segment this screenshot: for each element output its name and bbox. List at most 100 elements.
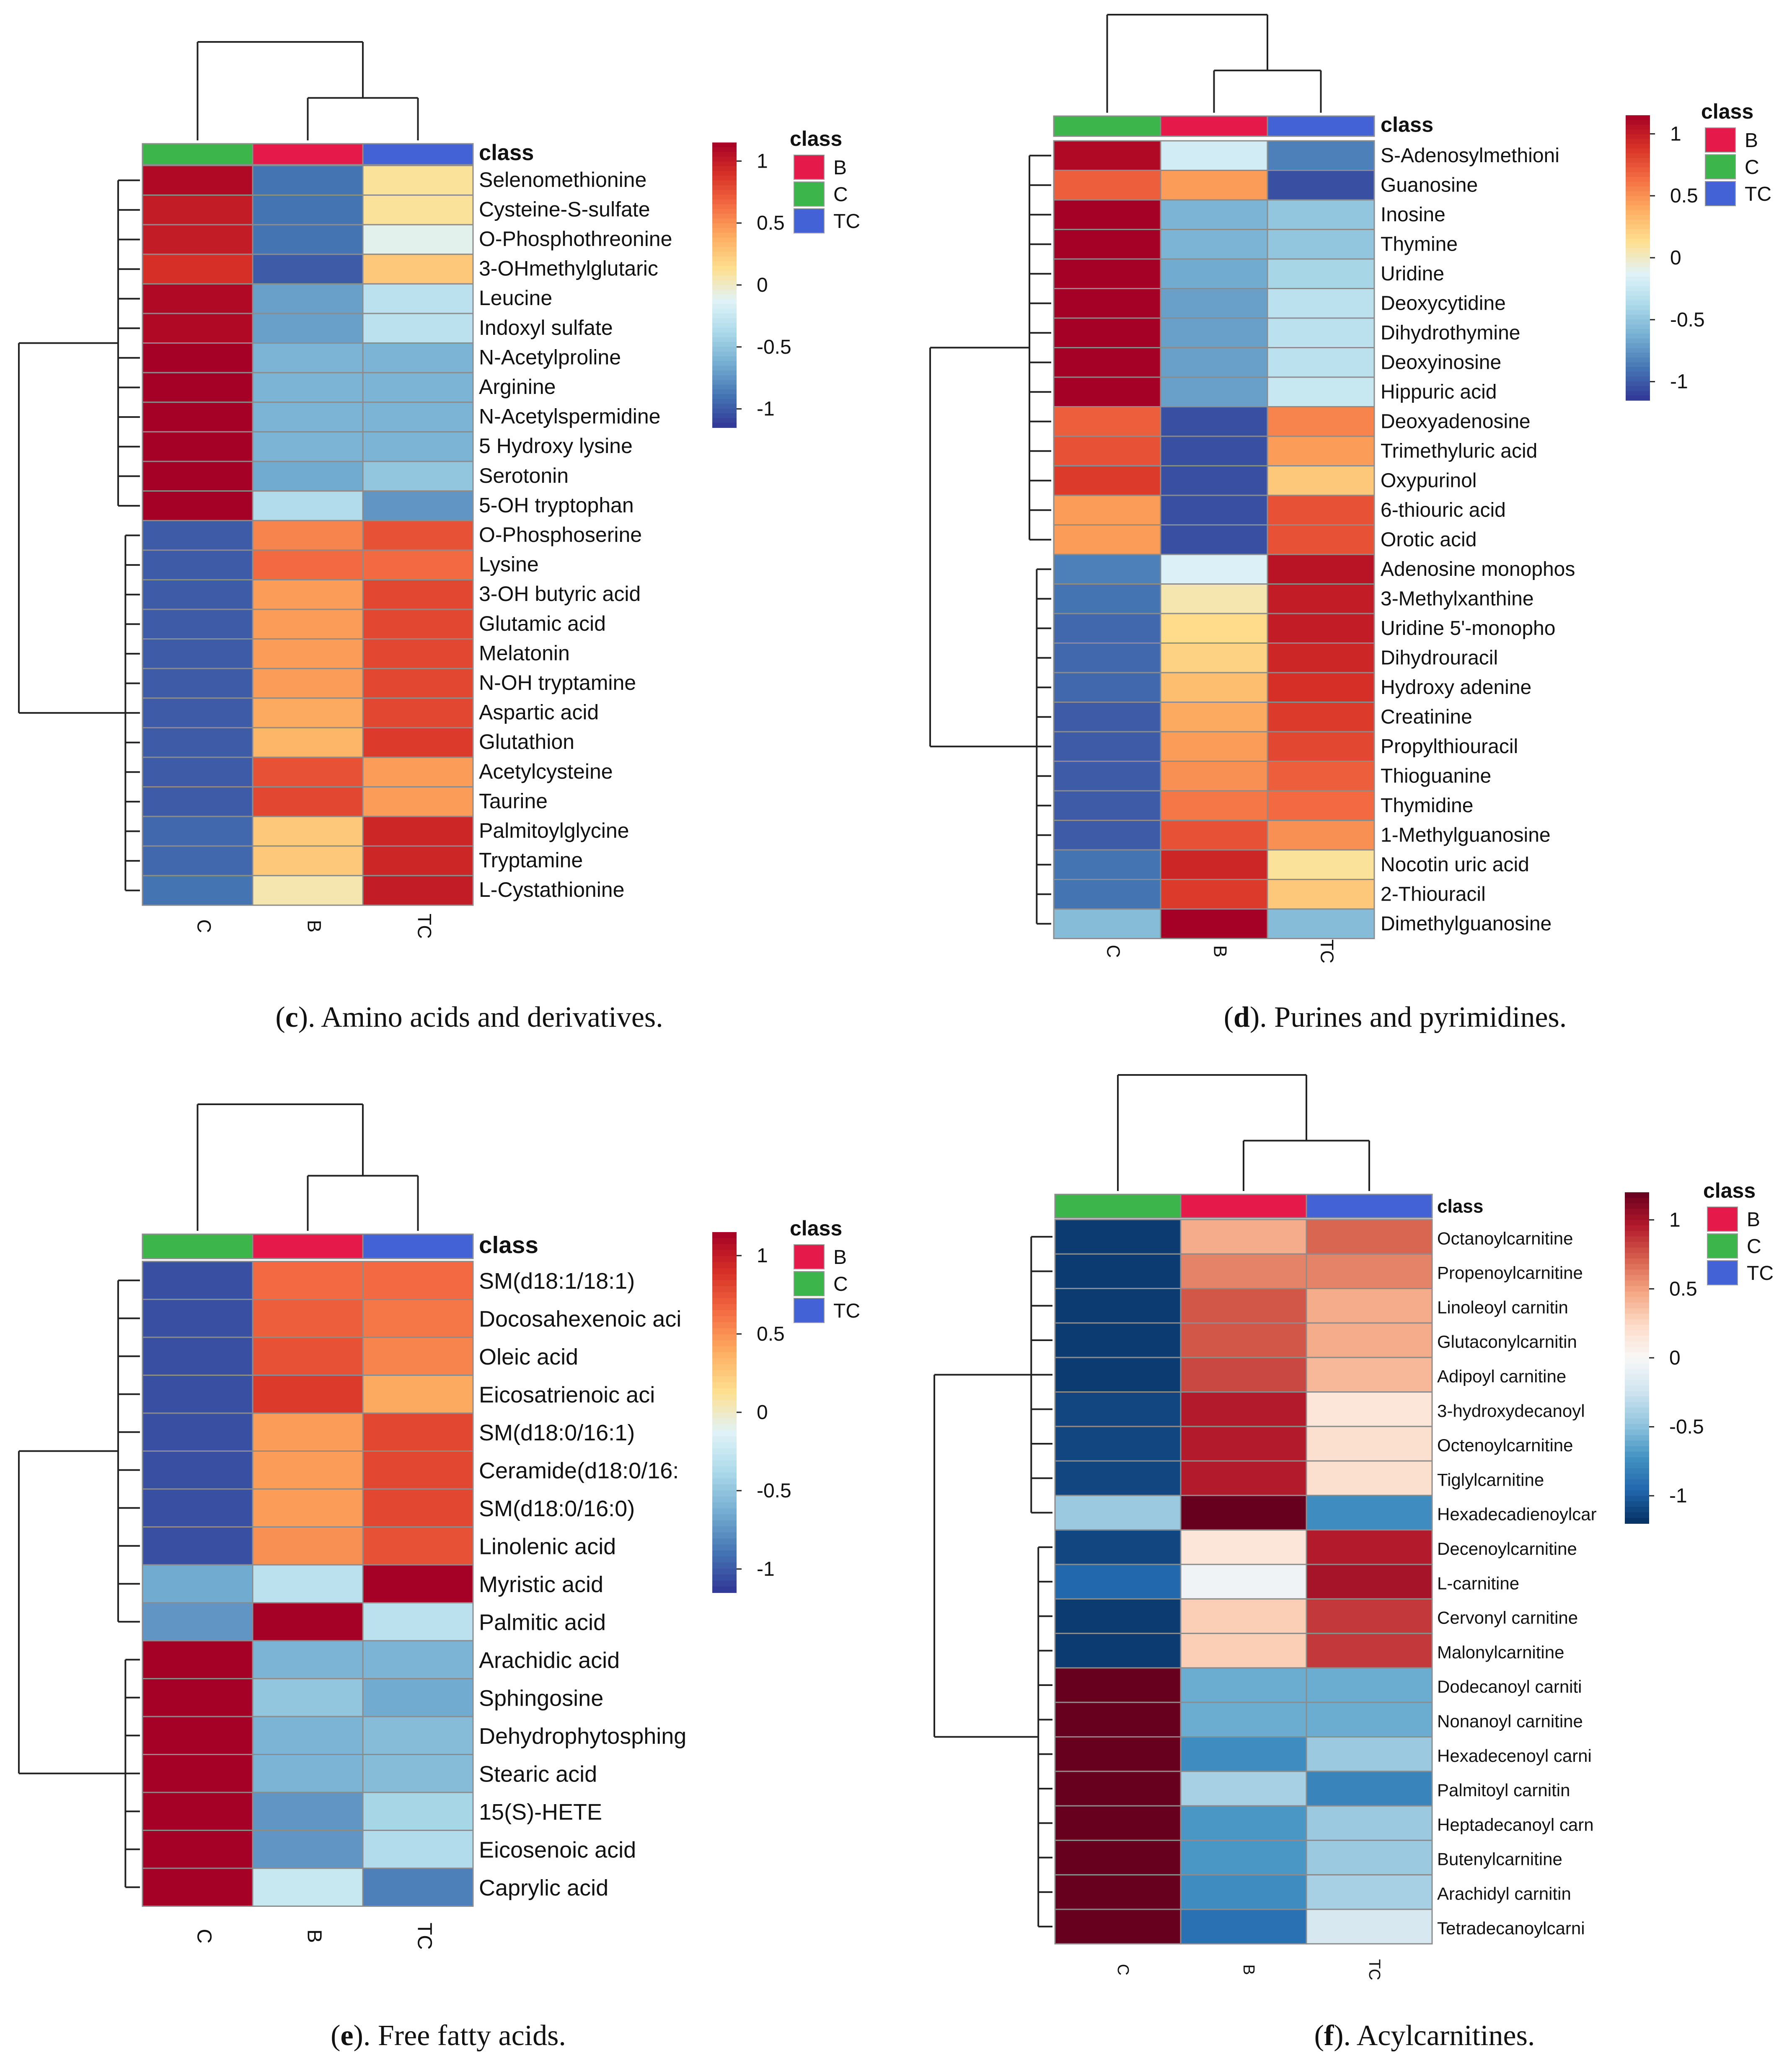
colorbar-segment bbox=[712, 1286, 737, 1293]
heatmap-cell bbox=[1267, 258, 1375, 289]
legend-swatch-B bbox=[1705, 127, 1736, 153]
heatmap-cell bbox=[1160, 849, 1268, 880]
legend-label-TC: TC bbox=[1747, 1262, 1774, 1284]
colorbar-segment bbox=[712, 1238, 737, 1245]
heatmap-cell bbox=[1306, 1598, 1433, 1634]
row-label: Sphingosine bbox=[479, 1686, 603, 1711]
legend-swatch-TC bbox=[1705, 181, 1736, 206]
row-label: Tiglylcarnitine bbox=[1437, 1470, 1544, 1489]
heatmap-cell bbox=[1053, 702, 1161, 733]
heatmap-cell bbox=[1053, 908, 1161, 939]
heatmap-cell bbox=[1053, 347, 1161, 378]
heatmap-cell bbox=[1160, 465, 1268, 496]
colorbar-segment bbox=[1626, 134, 1650, 140]
colorbar-segment bbox=[712, 1574, 737, 1581]
heatmap-cell bbox=[142, 549, 253, 580]
colorbar-segment bbox=[712, 228, 737, 233]
row-label: Myristic acid bbox=[479, 1572, 603, 1597]
heatmap-cell bbox=[252, 461, 364, 492]
heatmap-cell bbox=[1160, 524, 1268, 555]
colorbar-segment bbox=[712, 280, 737, 285]
colorbar-segment bbox=[1626, 253, 1650, 258]
colorbar-segment bbox=[1626, 196, 1650, 201]
colorbar-segment bbox=[1626, 144, 1650, 149]
colorbar-segment bbox=[712, 223, 737, 228]
colorbar-segment bbox=[712, 328, 737, 333]
colorbar-segment bbox=[1626, 272, 1650, 277]
heatmap-cell bbox=[252, 165, 364, 196]
colorbar-segment bbox=[1625, 1198, 1649, 1204]
colorbar-segment bbox=[712, 290, 737, 295]
heatmap-panel-f: class Octanoylcarnitine Propenoylcarnitine… bbox=[933, 1074, 1774, 2052]
heatmap-cell bbox=[142, 1754, 253, 1793]
colorbar-segment bbox=[1626, 148, 1650, 154]
colorbar-segment bbox=[1625, 1225, 1649, 1232]
heatmap-cell bbox=[362, 490, 474, 521]
row-label: SM(d18:0/16:1) bbox=[479, 1420, 635, 1445]
heatmap-cell bbox=[1267, 761, 1375, 792]
colorbar-segment bbox=[712, 351, 737, 357]
heatmap-cell bbox=[1306, 1874, 1433, 1910]
colorbar-segment bbox=[1625, 1413, 1649, 1419]
row-label: Deoxyinosine bbox=[1381, 351, 1501, 373]
colorbar-segment bbox=[1625, 1275, 1649, 1281]
colorbar-segment bbox=[1626, 305, 1650, 311]
heatmap-cell bbox=[1306, 1908, 1433, 1945]
colorbar-segment bbox=[712, 370, 737, 376]
colorbar-segment bbox=[712, 161, 737, 167]
heatmap-cell bbox=[142, 401, 253, 432]
heatmap-cell bbox=[252, 1830, 364, 1869]
colorbar-segment bbox=[712, 1556, 737, 1563]
row-label: 6-thiouric acid bbox=[1381, 499, 1506, 521]
heatmap-cell bbox=[1053, 465, 1161, 496]
heatmap-cell bbox=[142, 194, 253, 225]
row-label: Linolenic acid bbox=[479, 1534, 616, 1559]
colorbar-segment bbox=[1625, 1253, 1649, 1259]
heatmap-cell bbox=[362, 1261, 474, 1300]
colorbar-segment bbox=[712, 251, 737, 257]
class-bar-cell-TC bbox=[1306, 1194, 1433, 1219]
row-label: N-Acetylspermidine bbox=[479, 405, 660, 428]
legend-label-B: B bbox=[833, 1246, 847, 1269]
colorbar-segment bbox=[1626, 267, 1650, 272]
row-label: Cervonyl carnitine bbox=[1437, 1608, 1578, 1628]
row-label: Cysteine-S-sulfate bbox=[479, 197, 650, 221]
colorbar-segment bbox=[712, 1586, 737, 1593]
heatmap-cell bbox=[362, 756, 474, 788]
legend-label-C: C bbox=[833, 184, 848, 206]
colorbar-tick-label: 0 bbox=[1669, 1347, 1681, 1369]
heatmap-cell bbox=[1054, 1460, 1182, 1496]
heatmap-cell bbox=[142, 520, 253, 551]
heatmap-cell bbox=[1180, 1426, 1307, 1462]
row-label: 3-Methylxanthine bbox=[1381, 588, 1534, 610]
colorbar-segment bbox=[1626, 243, 1650, 249]
heatmap-cell bbox=[1053, 554, 1161, 585]
colorbar-tick-label: 1 bbox=[757, 150, 768, 172]
row-label: L-carnitine bbox=[1437, 1573, 1519, 1593]
heatmap-cell bbox=[362, 875, 474, 906]
heatmap-cell bbox=[142, 313, 253, 344]
heatmap-cell bbox=[1267, 170, 1375, 201]
heatmap-cell bbox=[1054, 1736, 1182, 1772]
colorbar-segment bbox=[712, 1382, 737, 1389]
column-label: TC bbox=[1317, 939, 1337, 963]
class-bar-cell-TC bbox=[362, 143, 474, 166]
colorbar-tick-label: 0 bbox=[757, 1401, 768, 1424]
row-label: Arachidic acid bbox=[479, 1648, 620, 1673]
heatmap-cell bbox=[1053, 879, 1161, 910]
heatmap-cell bbox=[1267, 820, 1375, 851]
row-label: Oxypurinol bbox=[1381, 469, 1477, 492]
colorbar-segment bbox=[1626, 238, 1650, 244]
heatmap-cell bbox=[252, 697, 364, 728]
heatmap-cell bbox=[1306, 1391, 1433, 1427]
colorbar-segment bbox=[712, 1544, 737, 1551]
row-label: Thioguanine bbox=[1381, 765, 1491, 787]
colorbar-segment bbox=[1626, 220, 1650, 225]
heatmap-cell bbox=[1306, 1253, 1433, 1290]
row-label: Nonanoyl carnitine bbox=[1437, 1711, 1583, 1731]
row-label: Adenosine monophos bbox=[1381, 558, 1575, 580]
colorbar-segment bbox=[1625, 1269, 1649, 1276]
class-bar-cell-C bbox=[142, 1233, 253, 1259]
colorbar-segment bbox=[712, 1250, 737, 1257]
class-annotation-label: class bbox=[479, 140, 534, 165]
